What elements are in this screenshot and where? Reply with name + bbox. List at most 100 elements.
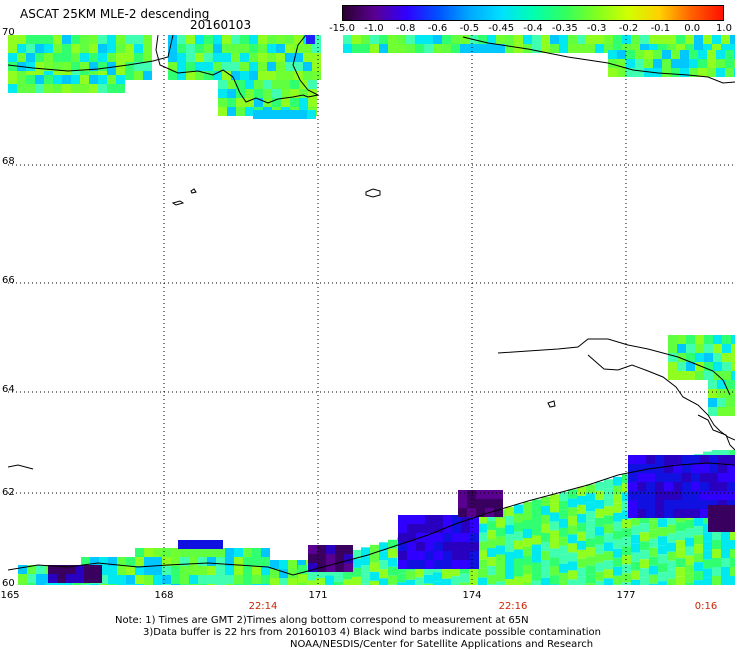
swath-cell — [709, 482, 718, 491]
swath-cell — [718, 500, 727, 509]
swath-cell — [532, 35, 541, 44]
coastline-anadyr — [8, 462, 735, 576]
swath-cell — [204, 53, 213, 62]
swath-cell — [8, 35, 17, 44]
swath-cell — [258, 35, 267, 44]
swath-cell — [577, 558, 586, 568]
swath-cell — [214, 540, 223, 549]
swath-cell — [270, 560, 279, 569]
swath-cell — [162, 548, 171, 557]
swath-cell — [704, 362, 713, 371]
swath-cell — [80, 62, 89, 71]
swath-cell — [225, 584, 234, 585]
swath-cell — [162, 575, 171, 584]
swath-cell — [407, 542, 416, 551]
swath-cell — [646, 491, 655, 500]
swath-cell — [370, 544, 379, 554]
swath-cell — [126, 566, 135, 575]
swath-cell — [187, 540, 196, 549]
swath-cell — [717, 523, 726, 532]
swath-cell — [442, 578, 451, 585]
swath-cell — [299, 89, 308, 98]
swath-cell — [709, 455, 718, 464]
swath-cell — [270, 578, 279, 585]
swath-cell — [682, 482, 691, 491]
swath-cell — [143, 62, 152, 71]
swath-cell — [125, 53, 134, 62]
swath-cell — [613, 548, 622, 558]
swath-cell — [285, 35, 294, 44]
swath-cell — [577, 35, 586, 44]
swath-cell — [559, 572, 568, 582]
swath-cell — [622, 492, 631, 502]
lat-label-68: 68 — [2, 156, 15, 167]
swath-cell — [725, 68, 734, 77]
swath-cell — [222, 44, 231, 53]
swath-cell — [54, 583, 63, 585]
swath-cell — [662, 68, 671, 77]
swath-cell — [685, 582, 694, 585]
swath-cell — [658, 572, 667, 582]
swath-cell — [290, 89, 299, 98]
swath-cell — [673, 482, 682, 491]
swath-cell — [703, 44, 712, 53]
swath-cell — [370, 580, 379, 585]
swath-cell — [135, 557, 144, 566]
swath-cell — [649, 556, 658, 566]
swath-cell — [218, 107, 227, 116]
swath-cell — [568, 561, 577, 571]
swath-cell — [17, 44, 26, 53]
swath-cell — [731, 371, 735, 380]
time-label-1: 22:14 — [248, 601, 278, 612]
swath-cell — [153, 575, 162, 584]
swath-cell — [717, 380, 726, 389]
swath-cell — [254, 98, 263, 107]
swath-cell — [722, 362, 731, 371]
swath-cell — [695, 371, 704, 380]
swath-cell — [568, 44, 577, 53]
swath-cell — [186, 44, 195, 53]
swath-cell — [730, 576, 735, 585]
swath-cell — [716, 59, 725, 68]
swath-cell — [171, 566, 180, 575]
swath-cell — [451, 44, 460, 53]
swath-cell — [84, 565, 93, 574]
swath-cell — [631, 543, 640, 553]
swath-cell — [514, 531, 523, 541]
swath-cell — [541, 35, 550, 44]
swath-cell — [631, 552, 640, 562]
swath-cell — [577, 486, 586, 496]
swath-cell — [424, 565, 433, 575]
swath-cell — [467, 508, 476, 517]
swath-cell — [213, 35, 222, 44]
swath-cell — [443, 551, 452, 560]
swath-cell — [667, 44, 676, 53]
swath-cell — [550, 584, 559, 585]
swath-cell — [198, 575, 207, 584]
swath-cell — [514, 549, 523, 559]
swath-cell — [655, 500, 664, 509]
swath-cell — [178, 540, 187, 549]
swath-cell — [245, 98, 254, 107]
colorbar-tick-label: -0.4 — [523, 23, 543, 34]
swath-cell — [721, 558, 730, 567]
swath-cell — [234, 566, 243, 575]
swath-cell — [694, 553, 703, 563]
swath-cell — [496, 518, 505, 528]
swath-cell — [35, 62, 44, 71]
swath-cell — [568, 543, 577, 553]
swath-cell — [180, 584, 189, 585]
swath-cell — [550, 557, 559, 567]
swath-cell — [541, 505, 550, 515]
swath-cell — [62, 53, 71, 62]
swath-cell — [476, 490, 485, 499]
swath-cell — [225, 575, 234, 584]
swath-cell — [231, 44, 240, 53]
swath-cell — [288, 569, 297, 578]
swath-cell — [243, 566, 252, 575]
swath-cell — [442, 569, 451, 579]
swath-cell — [691, 509, 700, 518]
swath-cell — [646, 473, 655, 482]
swath-cell — [452, 515, 461, 524]
swath-cell — [276, 35, 285, 44]
